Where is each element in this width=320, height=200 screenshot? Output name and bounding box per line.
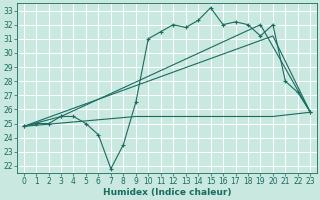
X-axis label: Humidex (Indice chaleur): Humidex (Indice chaleur) — [103, 188, 231, 197]
